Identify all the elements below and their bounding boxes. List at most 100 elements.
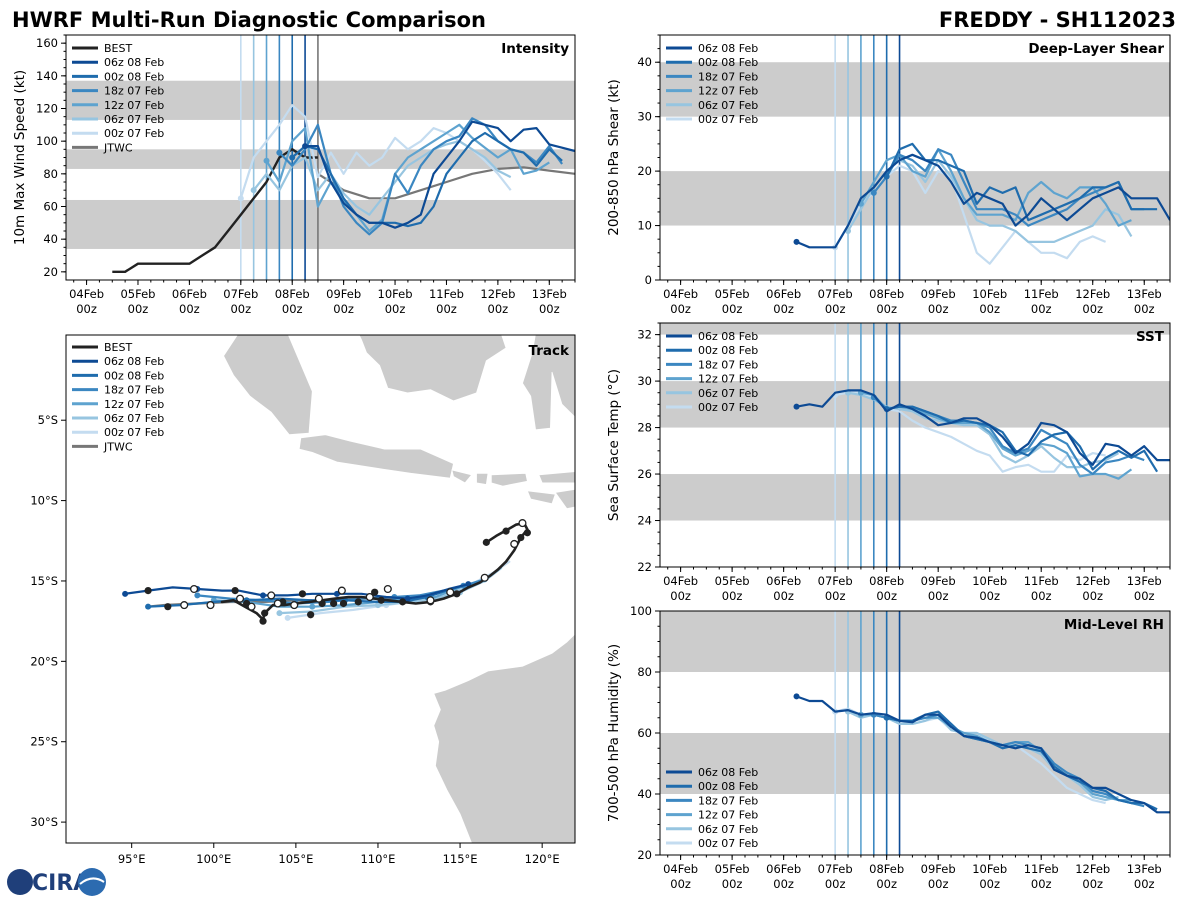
- sst-ytick-label: 32: [637, 328, 652, 342]
- track-run-line: [124, 583, 470, 600]
- track-run-marker: [194, 592, 201, 599]
- shear-legend-label: 00z 07 Feb: [698, 113, 758, 126]
- rh-xtick-label: 05Feb: [715, 862, 750, 876]
- shear-xtick-label: 00z: [825, 302, 846, 316]
- intensity-series-start-marker: [276, 149, 283, 156]
- sst-legend-label: 00z 07 Feb: [698, 401, 758, 414]
- shear-legend-label: 06z 07 Feb: [698, 99, 758, 112]
- sst-xtick-label: 00z: [928, 589, 949, 603]
- intensity-xtick-label: 00z: [282, 302, 303, 316]
- track-best-open-marker: [235, 594, 245, 603]
- sst-plot-area: [660, 323, 1170, 567]
- intensity-legend-label: 18z 07 Feb: [104, 85, 164, 98]
- track-run-marker: [309, 603, 316, 610]
- rh-series-line: [796, 695, 1170, 814]
- sst-ytick-label: 22: [637, 560, 652, 574]
- intensity-legend-label: 06z 08 Feb: [104, 56, 164, 69]
- rh-xtick-label: 11Feb: [1024, 862, 1059, 876]
- track-best-marker: [330, 599, 338, 608]
- intensity-series-start-marker: [289, 154, 296, 161]
- intensity-xtick-label: 00z: [385, 302, 406, 316]
- track-xtick-label: 110°E: [360, 852, 395, 866]
- bali-land: [451, 469, 473, 484]
- shear-panel-title: Deep-Layer Shear: [1028, 41, 1164, 57]
- sst-xtick-label: 05Feb: [715, 574, 750, 588]
- track-run-marker: [260, 592, 267, 599]
- sst-panel-title: SST: [1136, 329, 1165, 345]
- track-ytick-label: 20°S: [30, 654, 58, 668]
- shear-y-axis-label: 200-850 hPa Shear (kt): [606, 79, 622, 236]
- shear-series-line: [885, 142, 1158, 222]
- panel-shear: 01020304004Feb00z05Feb00z06Feb00z07Feb00…: [606, 34, 1171, 316]
- shear-legend-label: 00z 08 Feb: [698, 56, 758, 69]
- track-xtick-label: 100°E: [196, 852, 231, 866]
- track-best-open-marker: [273, 599, 282, 608]
- sst-legend-label: 00z 08 Feb: [698, 344, 758, 357]
- rh-xtick-label: 09Feb: [921, 862, 956, 876]
- shear-xtick-label: 05Feb: [715, 287, 750, 301]
- sst-xtick-label: 00z: [1134, 589, 1155, 603]
- intensity-series-start-marker: [263, 157, 270, 164]
- intensity-series-line: [291, 131, 563, 228]
- sst-xtick-label: 06Feb: [766, 574, 801, 588]
- track-legend-label: 12z 07 Feb: [104, 398, 164, 411]
- storm-title: FREDDY - SH112023: [939, 8, 1176, 32]
- java-land: [298, 434, 454, 479]
- track-legend-label: 00z 07 Feb: [104, 426, 164, 439]
- track-best-open-marker: [337, 586, 346, 595]
- intensity-legend-label: 06z 07 Feb: [104, 113, 164, 126]
- shear-series-start-marker: [883, 173, 890, 180]
- shear-xtick-label: 11Feb: [1024, 287, 1059, 301]
- intensity-y-axis-label: 10m Max Wind Speed (kt): [12, 70, 28, 245]
- track-best-marker: [144, 587, 152, 595]
- rh-legend-label: 00z 08 Feb: [698, 780, 758, 793]
- rh-ytick-label: 100: [630, 604, 652, 618]
- shear-ytick-label: 10: [637, 219, 652, 233]
- track-best-open-marker: [267, 591, 276, 600]
- track-best-marker: [164, 603, 172, 611]
- cira-logo: CIRA: [4, 866, 108, 898]
- sst-y-axis-label: Sea Surface Temp (°C): [606, 369, 622, 521]
- track-best-open-marker: [180, 601, 189, 610]
- track-best-open-marker: [206, 601, 215, 610]
- intensity-legend-label: JTWC: [103, 141, 133, 154]
- intensity-xtick-label: 05Feb: [120, 287, 155, 301]
- panel-sst: 22242628303204Feb00z05Feb00z06Feb00z07Fe…: [606, 322, 1171, 603]
- rh-ytick-label: 60: [637, 726, 652, 740]
- sst-xtick-label: 00z: [1031, 589, 1052, 603]
- intensity-series-start-marker: [237, 195, 244, 202]
- rh-xtick-label: 00z: [928, 877, 949, 891]
- shear-xtick-label: 00z: [928, 302, 949, 316]
- track-best-open-marker: [446, 588, 455, 597]
- track-best-marker: [298, 590, 307, 598]
- track-best-marker: [523, 529, 531, 537]
- shear-ytick-label: 30: [637, 110, 652, 124]
- shear-series-line: [872, 148, 1145, 227]
- track-run-marker: [145, 603, 152, 610]
- track-run-marker: [404, 595, 411, 602]
- intensity-series-jtwc: [317, 166, 575, 200]
- track-ytick-label: 30°S: [30, 815, 58, 829]
- shear-xtick-label: 07Feb: [818, 287, 853, 301]
- rh-xtick-label: 00z: [722, 877, 743, 891]
- track-best-marker: [371, 588, 379, 596]
- track-best-marker: [517, 533, 525, 542]
- sst-xtick-label: 09Feb: [921, 574, 956, 588]
- sst-ytick-label: 28: [637, 421, 652, 435]
- shear-legend-label: 18z 07 Feb: [698, 70, 758, 83]
- intensity-series-start-marker: [302, 143, 309, 150]
- intensity-plot-area: [66, 35, 575, 280]
- intensity-xtick-label: 12Feb: [480, 287, 515, 301]
- rh-series-line: [847, 710, 1119, 802]
- track-best-open-marker: [383, 584, 392, 594]
- flores-land: [538, 471, 575, 484]
- sst-series-start-marker: [793, 403, 800, 410]
- track-best-open-marker: [518, 519, 527, 528]
- track-frame: [65, 334, 576, 844]
- track-run-marker: [276, 610, 283, 617]
